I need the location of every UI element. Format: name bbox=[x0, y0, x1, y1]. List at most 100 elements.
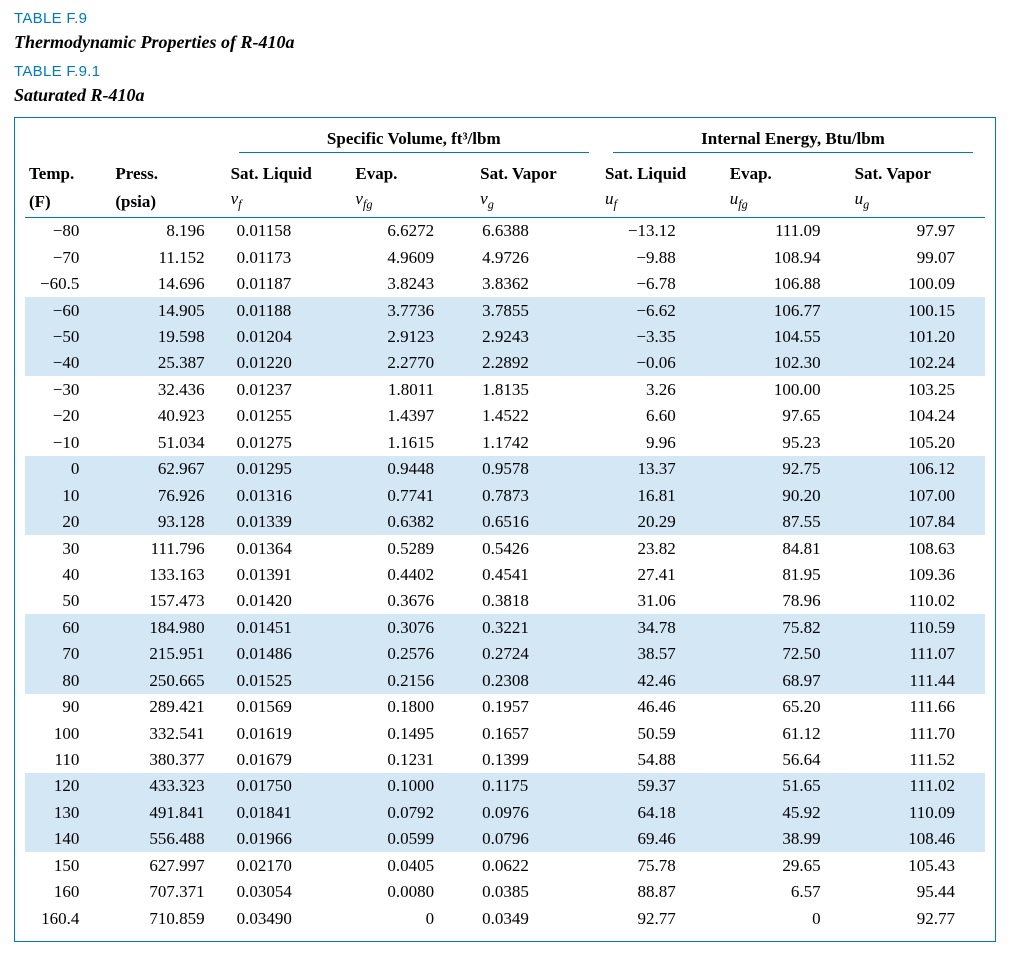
table-row: 60184.9800.014510.30760.322134.7875.8211… bbox=[25, 614, 985, 640]
cell-ug: 110.09 bbox=[851, 799, 985, 825]
cell-vg: 3.8362 bbox=[476, 271, 601, 297]
cell-ufg: 97.65 bbox=[726, 403, 851, 429]
col-press: Press. bbox=[111, 157, 226, 186]
cell-uf: 3.26 bbox=[601, 376, 726, 402]
cell-ufg: 92.75 bbox=[726, 456, 851, 482]
cell-press: 491.841 bbox=[111, 799, 226, 825]
cell-press: 19.598 bbox=[111, 323, 226, 349]
cell-temp: 40 bbox=[25, 561, 111, 587]
cell-ug: 95.44 bbox=[851, 879, 985, 905]
cell-vf: 0.01158 bbox=[227, 217, 352, 244]
cell-vfg: 0 bbox=[351, 905, 476, 931]
cell-temp: −70 bbox=[25, 244, 111, 270]
cell-press: 710.859 bbox=[111, 905, 226, 931]
cell-vf: 0.02170 bbox=[227, 852, 352, 878]
cell-vfg: 2.2770 bbox=[351, 350, 476, 376]
cell-press: 32.436 bbox=[111, 376, 226, 402]
cell-press: 11.152 bbox=[111, 244, 226, 270]
cell-ug: 103.25 bbox=[851, 376, 985, 402]
cell-ufg: 45.92 bbox=[726, 799, 851, 825]
cell-press: 627.997 bbox=[111, 852, 226, 878]
cell-vf: 0.01391 bbox=[227, 561, 352, 587]
cell-temp: 30 bbox=[25, 535, 111, 561]
cell-temp: 10 bbox=[25, 482, 111, 508]
cell-uf: 59.37 bbox=[601, 773, 726, 799]
cell-ug: 100.15 bbox=[851, 297, 985, 323]
cell-vf: 0.01316 bbox=[227, 482, 352, 508]
cell-ug: 111.07 bbox=[851, 641, 985, 667]
group-specific-volume-label: Specific Volume, ft³/lbm bbox=[239, 128, 589, 153]
cell-uf: 31.06 bbox=[601, 588, 726, 614]
cell-press: 133.163 bbox=[111, 561, 226, 587]
cell-ug: 102.24 bbox=[851, 350, 985, 376]
table-row: −3032.4360.012371.80111.81353.26100.0010… bbox=[25, 376, 985, 402]
cell-vfg: 0.1800 bbox=[351, 694, 476, 720]
cell-uf: 64.18 bbox=[601, 799, 726, 825]
cell-press: 289.421 bbox=[111, 694, 226, 720]
cell-press: 250.665 bbox=[111, 667, 226, 693]
cell-vg: 0.1399 bbox=[476, 746, 601, 772]
table-row: −60.514.6960.011873.82433.8362−6.78106.8… bbox=[25, 271, 985, 297]
cell-vf: 0.01237 bbox=[227, 376, 352, 402]
saturation-table: Specific Volume, ft³/lbm Internal Energy… bbox=[25, 126, 985, 932]
cell-temp: 80 bbox=[25, 667, 111, 693]
cell-vf: 0.01295 bbox=[227, 456, 352, 482]
col-ufg: Evap. bbox=[726, 157, 851, 186]
cell-press: 707.371 bbox=[111, 879, 226, 905]
cell-vfg: 0.6382 bbox=[351, 508, 476, 534]
cell-uf: 69.46 bbox=[601, 826, 726, 852]
cell-vfg: 0.4402 bbox=[351, 561, 476, 587]
cell-ufg: 78.96 bbox=[726, 588, 851, 614]
col-vg: Sat. Vapor bbox=[476, 157, 601, 186]
cell-vg: 2.9243 bbox=[476, 323, 601, 349]
cell-ufg: 111.09 bbox=[726, 217, 851, 244]
cell-vg: 0.1175 bbox=[476, 773, 601, 799]
col-ug: Sat. Vapor bbox=[851, 157, 985, 186]
cell-vg: 0.0349 bbox=[476, 905, 601, 931]
cell-vfg: 0.3676 bbox=[351, 588, 476, 614]
cell-vg: 0.3221 bbox=[476, 614, 601, 640]
cell-ug: 100.09 bbox=[851, 271, 985, 297]
cell-vf: 0.01569 bbox=[227, 694, 352, 720]
cell-uf: −6.78 bbox=[601, 271, 726, 297]
table-row: 30111.7960.013640.52890.542623.8284.8110… bbox=[25, 535, 985, 561]
cell-press: 157.473 bbox=[111, 588, 226, 614]
sym-vg: vg bbox=[476, 186, 601, 217]
cell-ufg: 81.95 bbox=[726, 561, 851, 587]
cell-vfg: 0.2156 bbox=[351, 667, 476, 693]
cell-temp: 20 bbox=[25, 508, 111, 534]
cell-press: 25.387 bbox=[111, 350, 226, 376]
cell-uf: 88.87 bbox=[601, 879, 726, 905]
cell-uf: 20.29 bbox=[601, 508, 726, 534]
cell-ufg: 87.55 bbox=[726, 508, 851, 534]
cell-uf: 38.57 bbox=[601, 641, 726, 667]
cell-vg: 0.3818 bbox=[476, 588, 601, 614]
cell-vf: 0.01525 bbox=[227, 667, 352, 693]
cell-uf: 9.96 bbox=[601, 429, 726, 455]
cell-ug: 110.02 bbox=[851, 588, 985, 614]
cell-temp: −40 bbox=[25, 350, 111, 376]
cell-press: 215.951 bbox=[111, 641, 226, 667]
cell-ufg: 51.65 bbox=[726, 773, 851, 799]
cell-vg: 0.4541 bbox=[476, 561, 601, 587]
cell-press: 380.377 bbox=[111, 746, 226, 772]
cell-ufg: 72.50 bbox=[726, 641, 851, 667]
cell-ug: 104.24 bbox=[851, 403, 985, 429]
cell-vg: 0.5426 bbox=[476, 535, 601, 561]
cell-ufg: 75.82 bbox=[726, 614, 851, 640]
table-row: 150627.9970.021700.04050.062275.7829.651… bbox=[25, 852, 985, 878]
cell-ug: 111.70 bbox=[851, 720, 985, 746]
cell-ug: 111.02 bbox=[851, 773, 985, 799]
cell-vf: 0.01619 bbox=[227, 720, 352, 746]
cell-vg: 0.9578 bbox=[476, 456, 601, 482]
cell-ug: 107.84 bbox=[851, 508, 985, 534]
cell-press: 40.923 bbox=[111, 403, 226, 429]
cell-ufg: 56.64 bbox=[726, 746, 851, 772]
table-row: 70215.9510.014860.25760.272438.5772.5011… bbox=[25, 641, 985, 667]
cell-ufg: 95.23 bbox=[726, 429, 851, 455]
group-internal-energy: Internal Energy, Btu/lbm bbox=[601, 126, 985, 157]
cell-temp: −50 bbox=[25, 323, 111, 349]
cell-vg: 1.4522 bbox=[476, 403, 601, 429]
cell-vg: 0.0796 bbox=[476, 826, 601, 852]
cell-temp: −80 bbox=[25, 217, 111, 244]
